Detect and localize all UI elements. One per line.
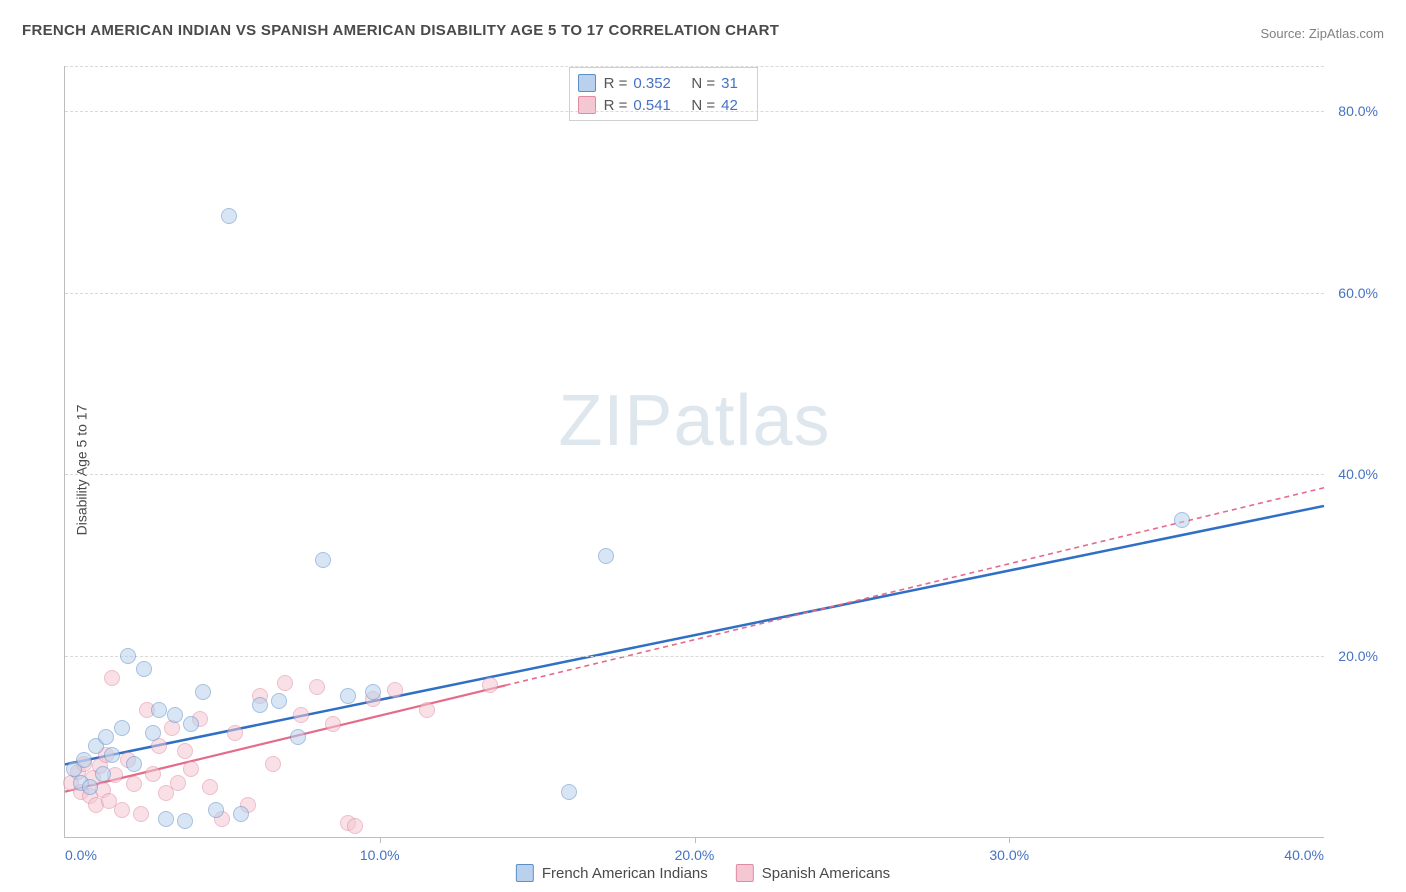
- scatter-point: [114, 720, 130, 736]
- scatter-point: [183, 761, 199, 777]
- x-tick-label: 30.0%: [989, 847, 1029, 863]
- scatter-point: [133, 806, 149, 822]
- scatter-point: [221, 208, 237, 224]
- scatter-point: [315, 552, 331, 568]
- scatter-point: [126, 776, 142, 792]
- scatter-point: [252, 697, 268, 713]
- x-tick-label: 40.0%: [1284, 847, 1324, 863]
- scatter-point: [120, 648, 136, 664]
- source-label: Source:: [1260, 26, 1308, 41]
- scatter-point: [309, 679, 325, 695]
- legend-swatch: [516, 864, 534, 882]
- legend-swatch: [736, 864, 754, 882]
- scatter-point: [158, 811, 174, 827]
- chart-title: FRENCH AMERICAN INDIAN VS SPANISH AMERIC…: [22, 22, 779, 39]
- scatter-point: [98, 729, 114, 745]
- scatter-point: [76, 752, 92, 768]
- y-tick-label: 80.0%: [1338, 103, 1378, 119]
- scatter-point: [183, 716, 199, 732]
- scatter-point: [170, 775, 186, 791]
- scatter-point: [1174, 512, 1190, 528]
- n-value: 31: [721, 75, 749, 92]
- y-tick-label: 40.0%: [1338, 466, 1378, 482]
- series-swatch: [578, 74, 596, 92]
- legend-label: Spanish Americans: [762, 865, 890, 882]
- correlation-stats-box: R = 0.352 N = 31 R =0.541N =42: [569, 67, 759, 121]
- scatter-point: [347, 818, 363, 834]
- legend: French American Indians Spanish Americans: [516, 864, 890, 882]
- scatter-point: [265, 756, 281, 772]
- scatter-point: [325, 716, 341, 732]
- scatter-point: [95, 766, 111, 782]
- legend-item: Spanish Americans: [736, 864, 890, 882]
- legend-item: French American Indians: [516, 864, 708, 882]
- scatter-point: [561, 784, 577, 800]
- gridline: [65, 111, 1324, 112]
- x-tick: [380, 837, 381, 843]
- x-tick: [695, 837, 696, 843]
- scatter-point: [208, 802, 224, 818]
- scatter-point: [271, 693, 287, 709]
- gridline: [65, 474, 1324, 475]
- scatter-point: [177, 743, 193, 759]
- scatter-point: [151, 702, 167, 718]
- scatter-point: [202, 779, 218, 795]
- scatter-point: [136, 661, 152, 677]
- scatter-point: [227, 725, 243, 741]
- y-tick-label: 20.0%: [1338, 648, 1378, 664]
- y-tick-label: 60.0%: [1338, 285, 1378, 301]
- scatter-point: [290, 729, 306, 745]
- n-label: N =: [691, 75, 715, 92]
- gridline: [65, 66, 1324, 67]
- scatter-point: [293, 707, 309, 723]
- scatter-point: [167, 707, 183, 723]
- gridline: [65, 293, 1324, 294]
- scatter-point: [387, 682, 403, 698]
- stat-row: R = 0.352 N = 31: [578, 72, 750, 94]
- scatter-point: [104, 747, 120, 763]
- legend-label: French American Indians: [542, 865, 708, 882]
- trend-lines-svg: [65, 66, 1324, 837]
- scatter-point: [419, 702, 435, 718]
- scatter-point: [482, 677, 498, 693]
- scatter-point: [277, 675, 293, 691]
- scatter-point: [233, 806, 249, 822]
- scatter-point: [340, 688, 356, 704]
- scatter-point: [151, 738, 167, 754]
- source-link[interactable]: ZipAtlas.com: [1309, 26, 1384, 41]
- plot-area: ZIPatlas R =0.352N =31R =0.541N =42 20.0…: [64, 66, 1324, 838]
- stat-row: R =0.541N =42: [578, 94, 750, 116]
- scatter-point: [82, 779, 98, 795]
- scatter-point: [114, 802, 130, 818]
- scatter-point: [195, 684, 211, 700]
- gridline: [65, 656, 1324, 657]
- scatter-point: [126, 756, 142, 772]
- x-tick-label: 10.0%: [360, 847, 400, 863]
- r-label: R =: [604, 75, 628, 92]
- source-attribution: Source: ZipAtlas.com: [1260, 26, 1384, 41]
- x-tick-label: 0.0%: [65, 847, 97, 863]
- x-tick-label: 20.0%: [675, 847, 715, 863]
- scatter-point: [177, 813, 193, 829]
- scatter-point: [145, 766, 161, 782]
- scatter-point: [145, 725, 161, 741]
- r-value: 0.352: [633, 75, 683, 92]
- trendline: [65, 506, 1324, 765]
- x-tick: [1009, 837, 1010, 843]
- scatter-point: [164, 720, 180, 736]
- scatter-point: [104, 670, 120, 686]
- chart-container: Disability Age 5 to 17 ZIPatlas R =0.352…: [22, 58, 1384, 882]
- scatter-point: [598, 548, 614, 564]
- scatter-point: [365, 684, 381, 700]
